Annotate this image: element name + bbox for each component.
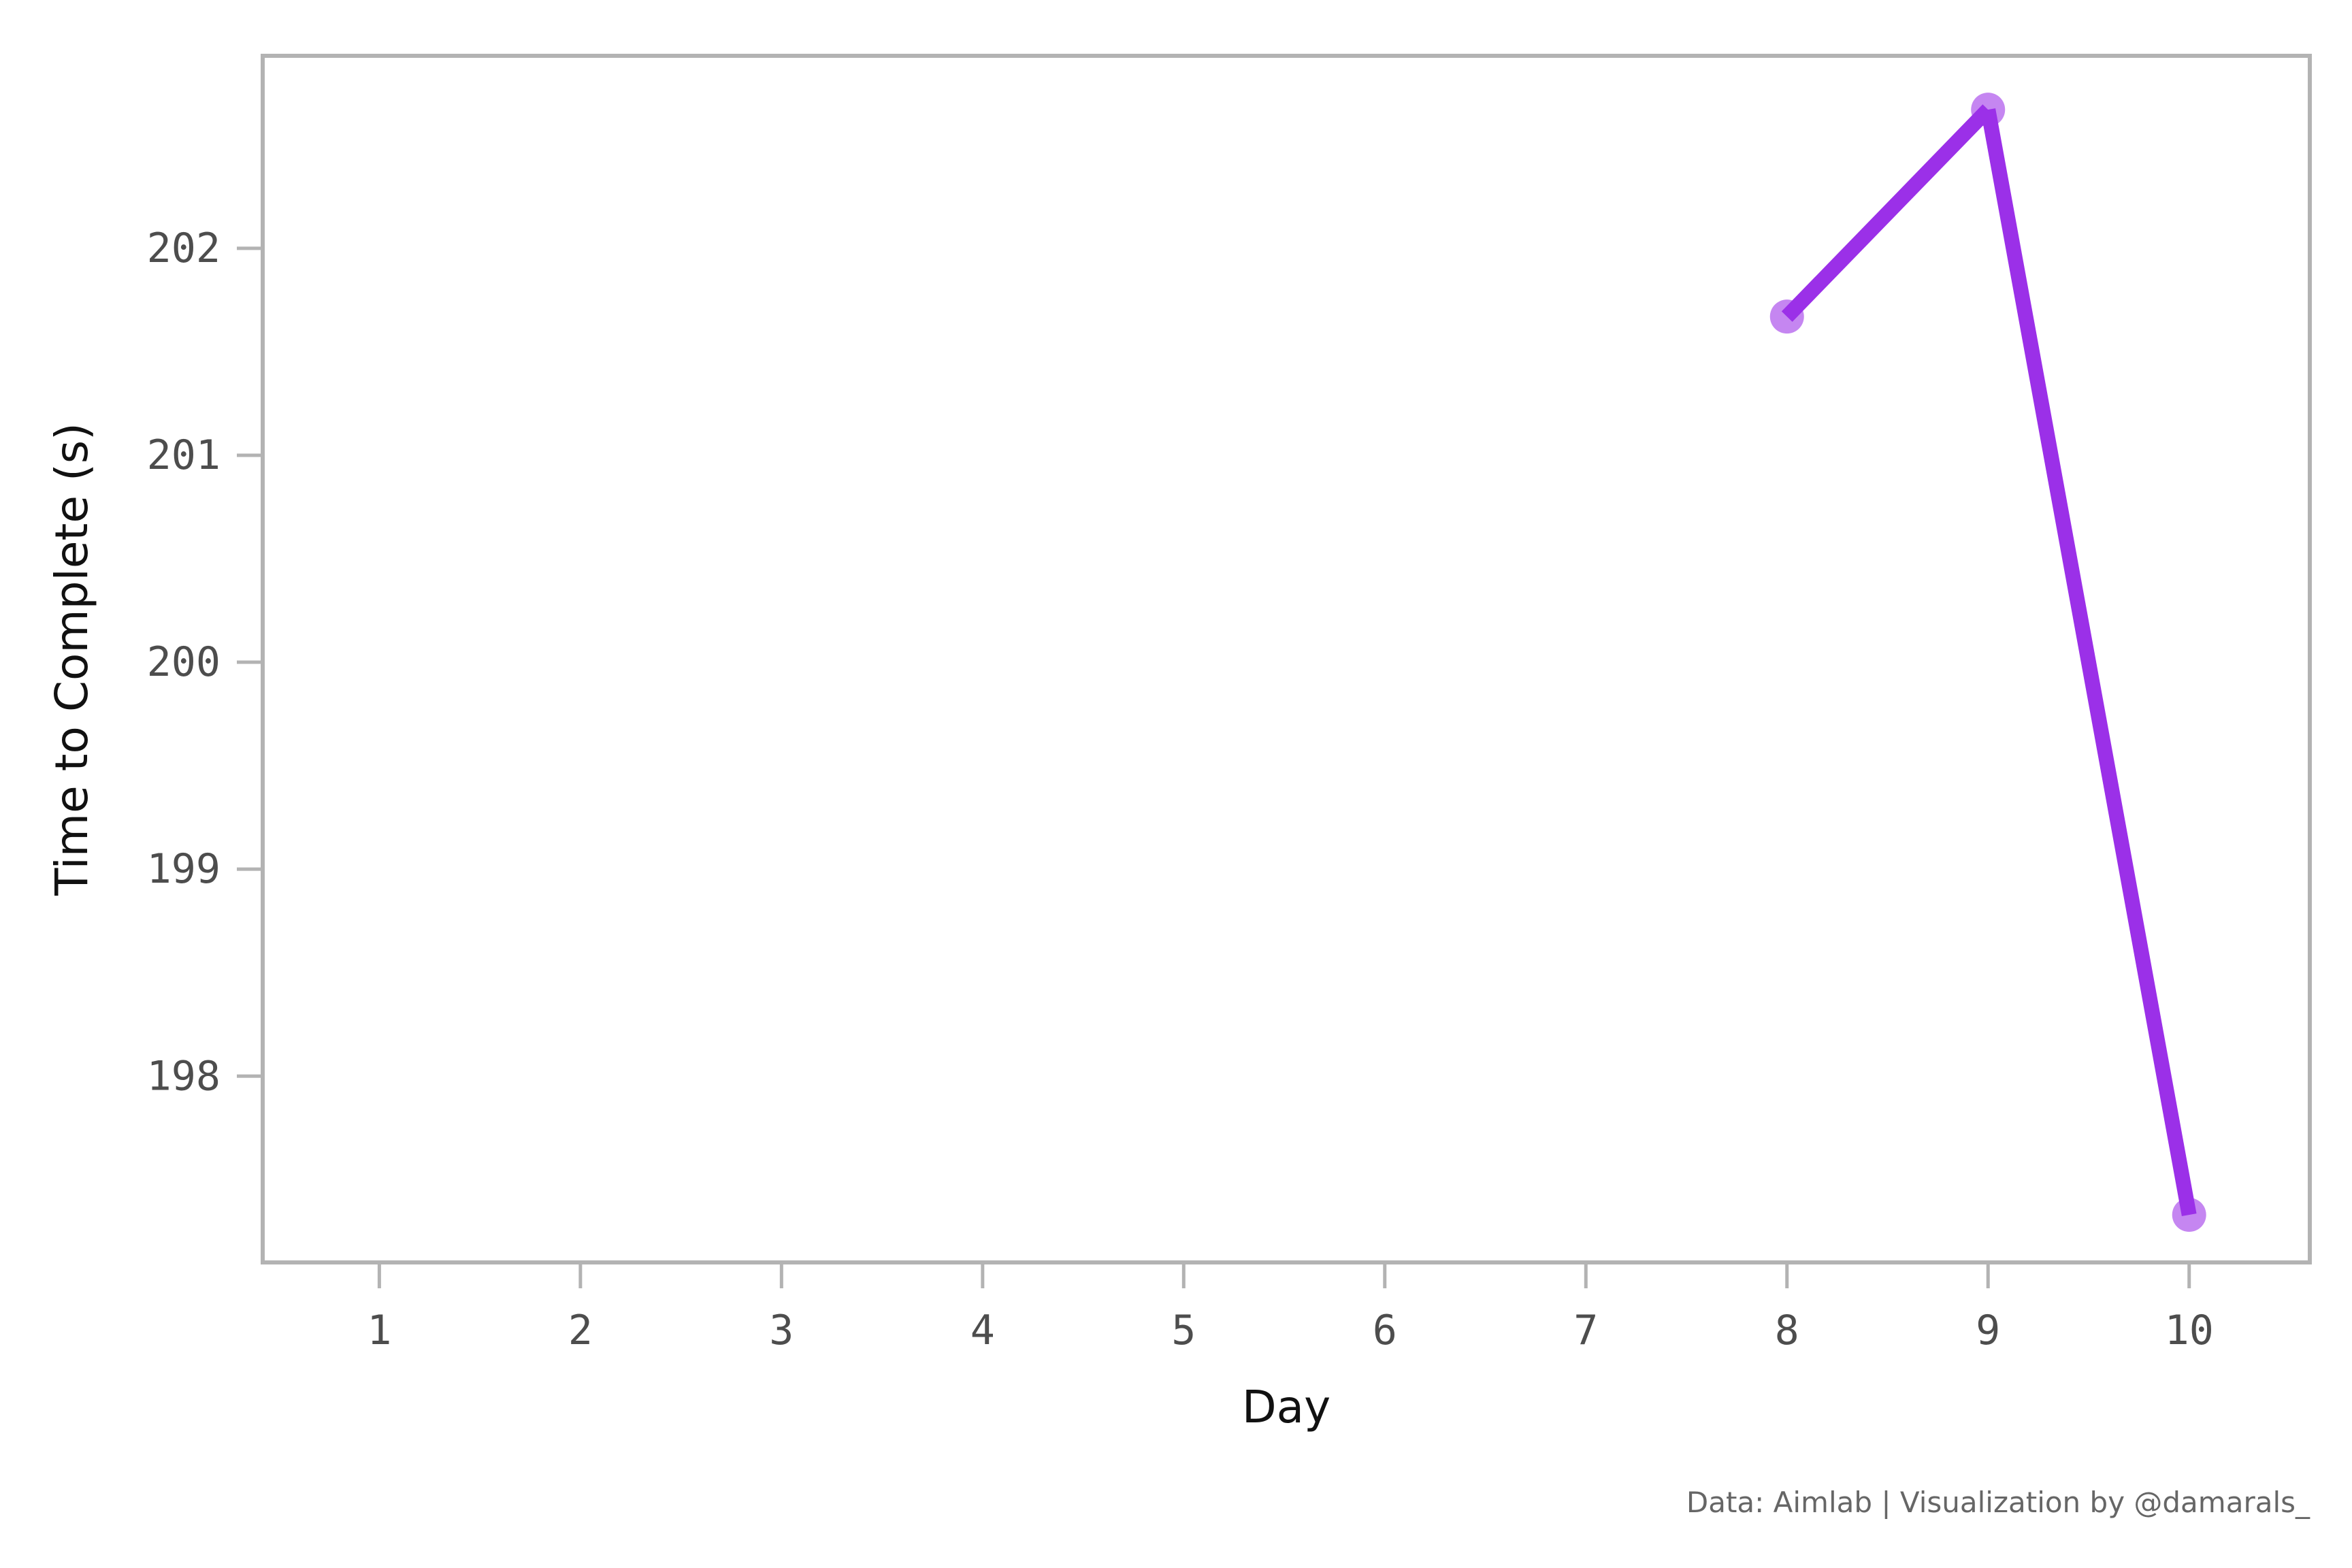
y-tick-label: 201	[147, 431, 220, 479]
x-tick-label: 3	[769, 1307, 794, 1354]
y-tick-label: 200	[147, 638, 220, 686]
x-tick-label: 9	[1976, 1307, 2000, 1354]
x-tick-label: 6	[1373, 1307, 1397, 1354]
data-series	[1769, 93, 2206, 1232]
y-axis-label: Time to Complete (s)	[46, 423, 98, 896]
y-axis-ticks: 198 199 200 201 202	[147, 225, 263, 1100]
chart-caption: Data: Aimlab | Visualization by @damaral…	[1686, 1486, 2310, 1519]
x-tick-label: 8	[1775, 1307, 1799, 1354]
series-line-segment	[1781, 104, 1994, 322]
y-tick-label: 198	[147, 1052, 220, 1100]
series-line-segment	[1980, 108, 2197, 1217]
x-tick-label: 4	[970, 1307, 995, 1354]
x-tick-label: 1	[367, 1307, 391, 1354]
x-tick-label: 2	[568, 1307, 593, 1354]
plot-frame	[261, 54, 2312, 1264]
y-tick-label: 202	[147, 225, 220, 272]
x-tick-label: 10	[2165, 1307, 2214, 1354]
x-axis-ticks: 1 2 3 4 5 6 7 8 9 10	[367, 1262, 2214, 1354]
x-tick-label: 5	[1171, 1307, 1196, 1354]
y-tick-label: 199	[147, 845, 220, 893]
x-tick-label: 7	[1573, 1307, 1598, 1354]
x-axis-label: Day	[1242, 1381, 1330, 1433]
